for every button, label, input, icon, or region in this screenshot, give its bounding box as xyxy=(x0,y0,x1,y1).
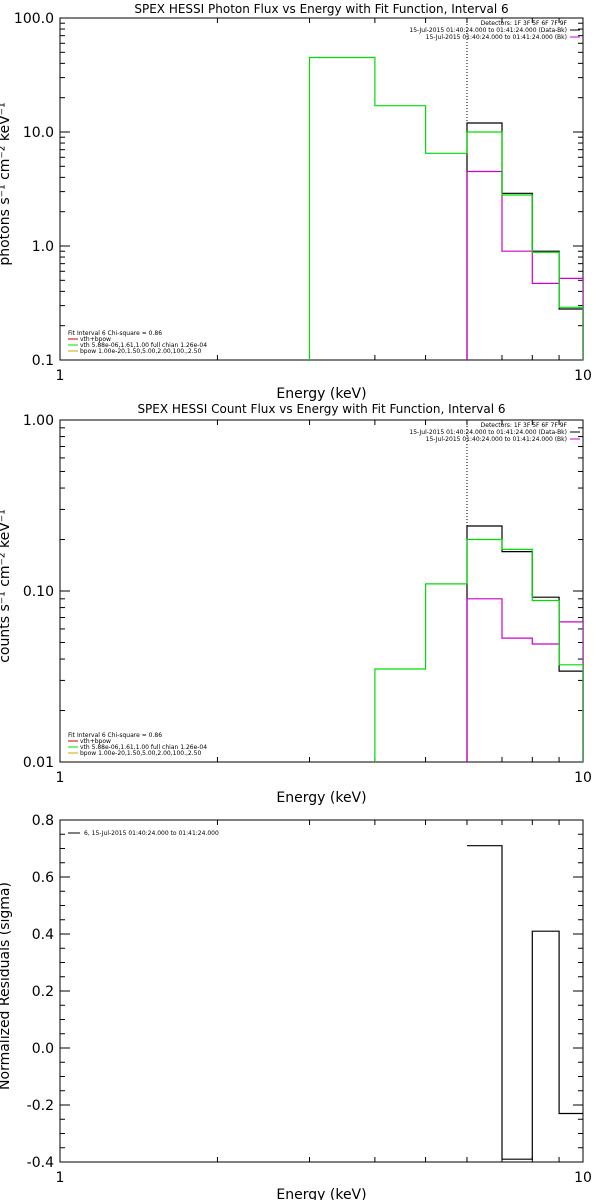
legend-bottom-left-text: bpow 1.00e-20,1.50,5.00,2.00,100.,2.50 xyxy=(80,348,201,355)
panel-2: SPEX HESSI Count Flux vs Energy with Fit… xyxy=(0,402,592,806)
legend-bottom-left-text: vth+bpow xyxy=(80,738,111,745)
y-tick-label: 0.10 xyxy=(23,584,54,600)
y-tick-label: -0.4 xyxy=(27,1155,54,1171)
y-tick-label: 1.0 xyxy=(32,239,54,255)
x-tick-label: 1 xyxy=(56,1170,65,1186)
series-1-histogram xyxy=(466,525,583,762)
panel-3: 1 10 -0.4 -0.2 0.0 0.2 0.4 0.6 0.8 Energy (keV) No… xyxy=(0,813,592,1200)
x-tick-label: 10 xyxy=(574,368,592,384)
y-tick-label: 0.6 xyxy=(32,870,54,886)
x-axis-label: Energy (keV) xyxy=(276,1187,366,1200)
series-3-histogram xyxy=(374,538,583,762)
legend-top-right-text: 15-Jul-2015 01:40:24.000 to 01:41:24.000… xyxy=(409,27,567,34)
x-axis-label: Energy (keV) xyxy=(276,386,366,402)
y-tick-label: 0.8 xyxy=(32,813,54,829)
legend-top-right-text: 15-Jul-2015 01:40:24.000 to 01:41:24.000… xyxy=(426,436,567,443)
y-tick-label: 0.4 xyxy=(32,927,54,943)
legend-bottom-left-text: Fit Interval 6 Chi-square = 0.86 xyxy=(68,732,162,739)
chart-title: SPEX HESSI Count Flux vs Energy with Fit… xyxy=(137,402,505,416)
legend-top-right-text: 15-Jul-2015 01:40:24.000 to 01:41:24.000… xyxy=(426,34,567,41)
plot-frame xyxy=(59,419,584,763)
y-tick-label: -0.2 xyxy=(27,1098,54,1114)
plot-frame xyxy=(59,819,584,1163)
series-1-histogram xyxy=(466,122,583,360)
x-axis-label: Energy (keV) xyxy=(276,790,366,806)
series-2-histogram xyxy=(466,170,583,360)
plot-frame xyxy=(59,17,584,361)
legend-bottom-left-text: bpow 1.00e-20,1.50,5.00,2.00,100.,2.50 xyxy=(80,750,201,757)
legend-top-right-text: Detectors: 1F 3F 5F 6F 7F 9F xyxy=(481,422,568,429)
legend-bottom-left-text: vth 5.88e-06,1.61,1.00 full chian 1.26e-… xyxy=(80,342,207,349)
x-tick-label: 1 xyxy=(56,770,65,786)
legend-top-right-text: Detectors: 1F 3F 5F 6F 7F 9F xyxy=(481,20,568,27)
legend-top-right-text: 15-Jul-2015 01:40:24.000 to 01:41:24.000… xyxy=(409,429,567,436)
y-tick-label: 1.00 xyxy=(23,413,54,429)
series-3-histogram xyxy=(308,56,583,360)
legend-bottom-left-text: Fit Interval 6 Chi-square = 0.86 xyxy=(68,330,162,337)
y-axis-label: counts s⁻¹ cm⁻² keV⁻¹ xyxy=(0,509,13,663)
y-tick-label: 0.0 xyxy=(32,1041,54,1057)
series-1-histogram xyxy=(467,845,583,1160)
series-2-histogram xyxy=(466,598,583,762)
x-tick-label: 10 xyxy=(574,1170,592,1186)
y-axis-label: photons s⁻¹ cm⁻² keV⁻¹ xyxy=(0,102,13,265)
y-tick-label: 100.0 xyxy=(14,11,54,27)
legend-top-left-text: 6, 15-Jul-2015 01:40:24.000 to 01:41:24.… xyxy=(84,830,219,837)
legend-bottom-left-text: vth 5.88e-06,1.61,1.00 full chian 1.26e-… xyxy=(80,744,207,751)
y-tick-label: 0.1 xyxy=(32,353,54,369)
chart-title: SPEX HESSI Photon Flux vs Energy with Fi… xyxy=(134,2,508,16)
panel-1: SPEX HESSI Photon Flux vs Energy with Fi… xyxy=(0,2,592,402)
x-tick-label: 10 xyxy=(574,770,592,786)
legend-bottom-left-text: vth+bpow xyxy=(80,336,111,343)
y-tick-label: 10.0 xyxy=(23,125,54,141)
y-tick-label: 0.01 xyxy=(23,755,54,771)
y-tick-label: 0.2 xyxy=(32,984,54,1000)
x-tick-label: 1 xyxy=(56,368,65,384)
y-axis-label: Normalized Residuals (sigma) xyxy=(0,882,13,1090)
